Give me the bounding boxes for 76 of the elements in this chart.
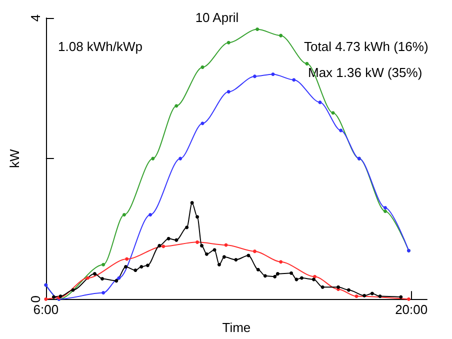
point: [190, 201, 194, 205]
point: [178, 156, 182, 160]
point: [102, 291, 106, 295]
point: [151, 156, 155, 160]
point: [383, 210, 387, 214]
point: [212, 248, 216, 252]
annotation: 1.08 kWh/kWp: [58, 39, 143, 54]
point: [331, 111, 335, 115]
point: [313, 274, 317, 278]
point: [339, 128, 343, 132]
point: [222, 255, 226, 259]
point: [44, 297, 48, 301]
point: [318, 100, 322, 104]
point: [114, 279, 118, 283]
point: [134, 268, 138, 272]
point: [204, 252, 208, 256]
point: [252, 74, 256, 78]
point: [162, 244, 166, 248]
point: [140, 265, 144, 269]
point: [200, 65, 204, 69]
point: [320, 285, 324, 289]
point: [158, 244, 162, 248]
point: [122, 213, 126, 217]
point: [226, 40, 230, 44]
point: [125, 257, 129, 261]
point: [185, 226, 189, 230]
point: [102, 262, 106, 266]
point: [263, 274, 267, 278]
point: [226, 90, 230, 94]
point: [256, 27, 260, 31]
point: [406, 297, 410, 301]
y-tick-label: 4: [28, 14, 43, 22]
point: [100, 276, 104, 280]
point: [279, 34, 283, 38]
point: [200, 122, 204, 126]
point: [256, 268, 260, 272]
point: [383, 206, 387, 210]
point: [146, 264, 150, 268]
point: [273, 274, 277, 278]
point: [196, 240, 200, 244]
point: [174, 104, 178, 108]
point: [271, 72, 275, 76]
point: [292, 78, 296, 82]
point: [148, 213, 152, 217]
point: [354, 294, 358, 298]
point: [370, 292, 374, 296]
y-tick-label: 0: [28, 295, 43, 303]
point: [336, 285, 340, 289]
y-axis-title: kW: [7, 148, 22, 168]
point: [86, 276, 90, 280]
point: [300, 276, 304, 280]
point: [200, 244, 204, 248]
point: [234, 258, 238, 262]
x-tick-label: 20:00: [395, 302, 428, 318]
point: [124, 265, 128, 269]
point: [217, 262, 221, 266]
point: [252, 250, 256, 254]
point: [362, 294, 366, 298]
point: [378, 294, 382, 298]
point: [52, 295, 56, 299]
point: [166, 236, 170, 240]
x-axis-title: Time: [222, 320, 251, 335]
point: [294, 278, 298, 282]
point: [290, 271, 294, 275]
point: [279, 260, 283, 264]
point: [305, 62, 309, 66]
point: [92, 272, 96, 276]
x-tick-label: 6:00: [33, 302, 59, 318]
chart-title: 10 April: [195, 10, 239, 25]
point: [312, 278, 316, 282]
annotation: Total 4.73 kWh (16%): [304, 39, 428, 54]
point: [174, 238, 178, 242]
point: [399, 295, 403, 299]
point: [276, 272, 280, 276]
point: [196, 215, 200, 219]
point: [346, 288, 350, 292]
